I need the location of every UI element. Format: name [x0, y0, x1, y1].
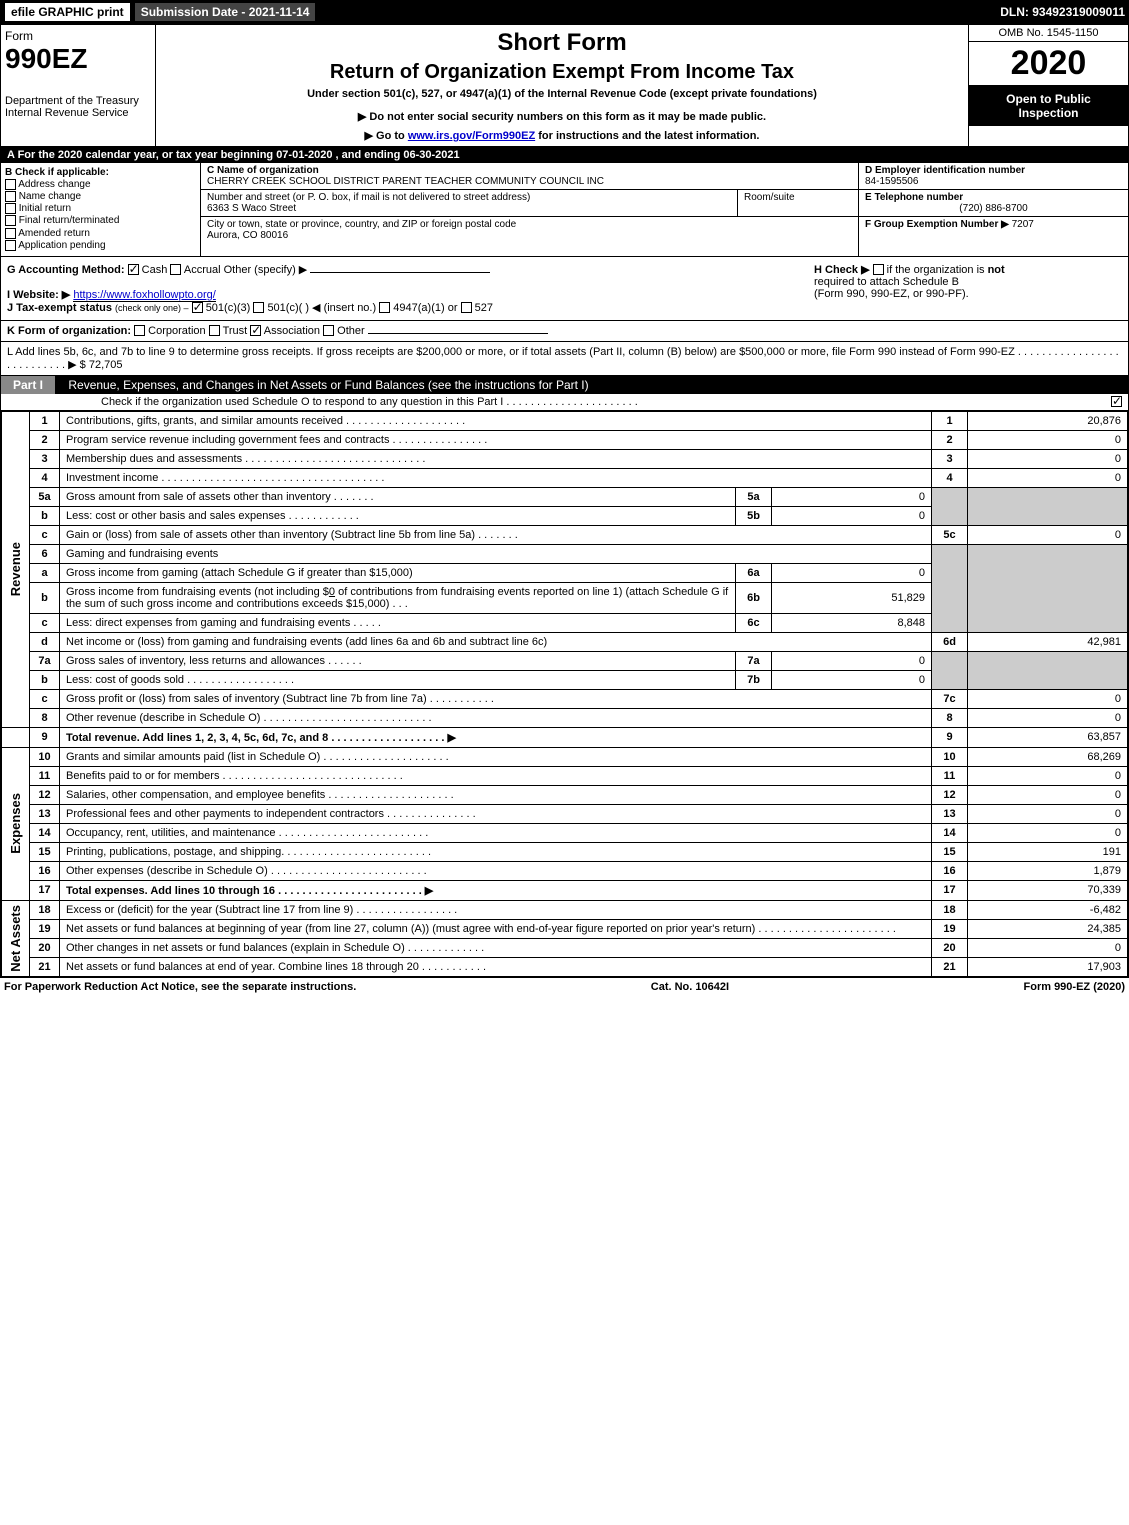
open-inspection: Open to Public Inspection — [969, 86, 1128, 126]
part1-check-text: Check if the organization used Schedule … — [101, 396, 1111, 408]
schedule-b-checkbox[interactable] — [873, 264, 884, 275]
line-5b-value: 0 — [772, 506, 932, 525]
section-e-label: E Telephone number — [865, 192, 963, 203]
line-11-amount: 0 — [968, 766, 1128, 785]
corp-checkbox[interactable] — [134, 325, 145, 336]
line-6c-value: 8,848 — [772, 613, 932, 632]
expenses-vert-label: Expenses — [8, 793, 23, 854]
submission-date: Submission Date - 2021-11-14 — [135, 3, 316, 21]
ssn-notice: ▶ Do not enter social security numbers o… — [160, 110, 964, 123]
line-9-amount: 63,857 — [968, 727, 1128, 747]
netassets-vert-label: Net Assets — [8, 905, 23, 972]
omb-number: OMB No. 1545-1150 — [969, 25, 1128, 42]
line-l-text: L Add lines 5b, 6c, and 7b to line 9 to … — [7, 346, 1119, 371]
line-17-amount: 70,339 — [968, 880, 1128, 900]
top-bar: efile GRAPHIC print Submission Date - 20… — [0, 0, 1129, 24]
line-7c-amount: 0 — [968, 689, 1128, 708]
line-6b-value: 51,829 — [772, 582, 932, 613]
cash-checkbox[interactable] — [128, 264, 139, 275]
line-7a-value: 0 — [772, 651, 932, 670]
final-return-checkbox[interactable] — [5, 215, 16, 226]
501c3-checkbox[interactable] — [192, 302, 203, 313]
other-org-checkbox[interactable] — [323, 325, 334, 336]
line-g-label: G Accounting Method: — [7, 264, 125, 276]
line-4-amount: 0 — [968, 468, 1128, 487]
footer: For Paperwork Reduction Act Notice, see … — [0, 978, 1129, 996]
line-12-amount: 0 — [968, 785, 1128, 804]
line-10-amount: 68,269 — [968, 747, 1128, 766]
form-number: 990EZ — [5, 43, 151, 75]
line-l-amount: 72,705 — [89, 359, 123, 371]
527-checkbox[interactable] — [461, 302, 472, 313]
section-b: B Check if applicable: Address change Na… — [1, 163, 201, 256]
revenue-vert-label: Revenue — [8, 542, 23, 596]
form-word: Form — [5, 29, 151, 43]
amended-return-checkbox[interactable] — [5, 228, 16, 239]
accrual-checkbox[interactable] — [170, 264, 181, 275]
line-21-amount: 17,903 — [968, 957, 1128, 976]
line-a: A For the 2020 calendar year, or tax yea… — [1, 147, 1128, 163]
line-5a-value: 0 — [772, 487, 932, 506]
footer-mid: Cat. No. 10642I — [651, 981, 729, 993]
line-18-amount: -6,482 — [968, 900, 1128, 919]
ein-value: 84-1595506 — [865, 176, 918, 187]
section-c-label: C Name of organization — [207, 165, 319, 176]
revenue-table: Revenue 1Contributions, gifts, grants, a… — [1, 411, 1128, 977]
line-h-label: H Check ▶ — [814, 264, 870, 276]
name-change-checkbox[interactable] — [5, 191, 16, 202]
form-title: Return of Organization Exempt From Incom… — [160, 61, 964, 84]
line-2-amount: 0 — [968, 430, 1128, 449]
4947a1-checkbox[interactable] — [379, 302, 390, 313]
line-k-label: K Form of organization: — [7, 325, 131, 337]
line-8-amount: 0 — [968, 708, 1128, 727]
line-20-amount: 0 — [968, 938, 1128, 957]
section-f-label: F Group Exemption Number ▶ — [865, 219, 1009, 230]
line-1-amount: 20,876 — [968, 411, 1128, 430]
section-d-label: D Employer identification number — [865, 165, 1025, 176]
form-subtitle: Under section 501(c), 527, or 4947(a)(1)… — [160, 88, 964, 100]
assoc-checkbox[interactable] — [250, 325, 261, 336]
room-suite-label: Room/suite — [738, 190, 858, 216]
line-13-amount: 0 — [968, 804, 1128, 823]
dln: DLN: 93492319009011 — [1000, 5, 1125, 19]
address-change-checkbox[interactable] — [5, 179, 16, 190]
line-j-label: J Tax-exempt status — [7, 302, 112, 314]
line-16-amount: 1,879 — [968, 861, 1128, 880]
line-i-label: I Website: ▶ — [7, 289, 70, 301]
line-3-amount: 0 — [968, 449, 1128, 468]
street-label: Number and street (or P. O. box, if mail… — [207, 192, 530, 203]
line-5c-amount: 0 — [968, 525, 1128, 544]
line-19-amount: 24,385 — [968, 919, 1128, 938]
form-container: Form 990EZ Department of the Treasury In… — [0, 24, 1129, 978]
irs-label: Internal Revenue Service — [5, 107, 151, 119]
trust-checkbox[interactable] — [209, 325, 220, 336]
section-b-title: B Check if applicable: — [5, 167, 196, 178]
group-exemption-value: 7207 — [1012, 219, 1034, 230]
city-value: Aurora, CO 80016 — [207, 230, 288, 241]
street-value: 6363 S Waco Street — [207, 203, 296, 214]
irs-link[interactable]: www.irs.gov/Form990EZ — [408, 130, 535, 142]
org-name: CHERRY CREEK SCHOOL DISTRICT PARENT TEAC… — [207, 176, 604, 187]
line-6a-value: 0 — [772, 563, 932, 582]
telephone-value: (720) 886-8700 — [865, 203, 1122, 214]
goto-link-line: ▶ Go to www.irs.gov/Form990EZ for instru… — [160, 129, 964, 142]
efile-print-button[interactable]: efile GRAPHIC print — [4, 2, 131, 22]
part-1-header: Part I Revenue, Expenses, and Changes in… — [1, 376, 1128, 394]
schedule-o-checkbox[interactable] — [1111, 396, 1122, 407]
line-14-amount: 0 — [968, 823, 1128, 842]
501c-checkbox[interactable] — [253, 302, 264, 313]
initial-return-checkbox[interactable] — [5, 203, 16, 214]
line-15-amount: 191 — [968, 842, 1128, 861]
line-7b-value: 0 — [772, 670, 932, 689]
tax-year: 2020 — [969, 42, 1128, 86]
application-pending-checkbox[interactable] — [5, 240, 16, 251]
footer-left: For Paperwork Reduction Act Notice, see … — [4, 981, 356, 993]
line-6d-amount: 42,981 — [968, 632, 1128, 651]
short-form-title: Short Form — [160, 29, 964, 57]
footer-right: Form 990-EZ (2020) — [1024, 981, 1126, 993]
city-label: City or town, state or province, country… — [207, 219, 516, 230]
dept-treasury: Department of the Treasury — [5, 95, 151, 107]
